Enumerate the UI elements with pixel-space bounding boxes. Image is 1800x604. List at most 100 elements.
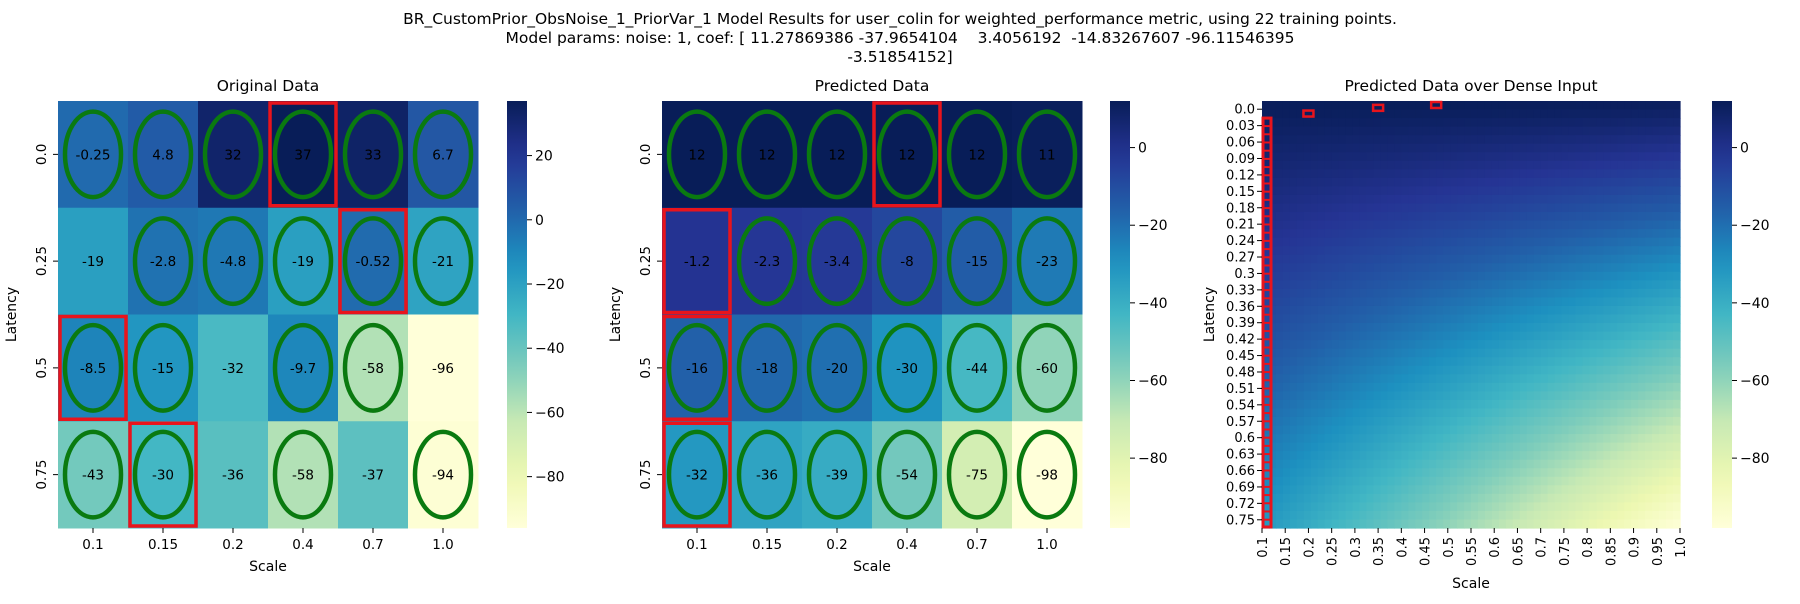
heatmap-cell xyxy=(1275,348,1284,358)
heatmap-cell xyxy=(1436,203,1444,213)
heatmap-cell xyxy=(1533,502,1542,512)
heatmap-cell xyxy=(1491,314,1500,324)
heatmap-cell xyxy=(1443,331,1451,341)
heatmap-cell xyxy=(1652,212,1660,222)
heatmap-cell xyxy=(1589,169,1597,179)
y-tick-label: 0.25 xyxy=(34,246,50,276)
heatmap-cell xyxy=(1450,229,1458,239)
heatmap-cell xyxy=(1624,220,1632,230)
heatmap-cell xyxy=(1380,459,1388,469)
heatmap-cell xyxy=(1638,169,1646,179)
heatmap-cell xyxy=(1589,280,1597,290)
heatmap-cell xyxy=(1359,408,1368,418)
heatmap-cell xyxy=(1589,348,1597,358)
heatmap-cell xyxy=(1491,280,1500,290)
heatmap-cell xyxy=(1652,476,1660,486)
heatmap-cell xyxy=(1359,126,1368,136)
heatmap-cell xyxy=(1317,459,1326,469)
heatmap-cell xyxy=(1666,288,1674,299)
heatmap-cell xyxy=(1310,297,1319,307)
heatmap-cell xyxy=(1345,476,1354,486)
heatmap-cell xyxy=(1526,288,1535,299)
heatmap-cell xyxy=(338,314,409,422)
heatmap-cell xyxy=(1491,109,1500,119)
heatmap-cell xyxy=(1498,118,1507,128)
heatmap-cell xyxy=(1268,135,1277,145)
heatmap-cell xyxy=(1519,476,1528,486)
heatmap-cell xyxy=(1366,391,1375,401)
heatmap-cell xyxy=(1652,451,1660,461)
heatmap-cell xyxy=(1526,160,1535,170)
heatmap-cell xyxy=(1303,485,1312,495)
heatmap-cell xyxy=(1638,323,1646,333)
heatmap-cell xyxy=(1561,434,1570,444)
heatmap-cell xyxy=(1366,280,1375,290)
heatmap-cell xyxy=(1338,476,1347,486)
heatmap-cell xyxy=(1324,323,1333,333)
heatmap-cells xyxy=(1262,101,1681,529)
heatmap-cell xyxy=(1464,468,1472,478)
cell-value-label: -37 xyxy=(362,468,384,484)
heatmap-cell xyxy=(1554,186,1563,196)
heatmap-cell xyxy=(1366,408,1375,418)
heatmap-cell xyxy=(1345,442,1354,452)
heatmap-cell xyxy=(1352,101,1361,111)
heatmap-cell xyxy=(1659,288,1667,299)
heatmap-cell xyxy=(1296,229,1305,239)
heatmap-cell xyxy=(1638,143,1646,153)
heatmap-cell xyxy=(1519,246,1528,256)
heatmap-cell xyxy=(1331,177,1340,187)
heatmap-cell xyxy=(1317,263,1326,273)
heatmap-cell xyxy=(1673,357,1681,367)
heatmap-cell xyxy=(1603,305,1611,316)
heatmap-cell xyxy=(1317,340,1326,350)
heatmap-cell xyxy=(1624,143,1632,153)
heatmap-cell xyxy=(1317,169,1326,179)
heatmap-cell xyxy=(1561,476,1570,486)
heatmap-cell xyxy=(1331,391,1340,401)
heatmap-cell xyxy=(1596,348,1604,358)
heatmap-cell xyxy=(1324,152,1333,162)
heatmap-cell xyxy=(1345,177,1354,187)
heatmap-cell xyxy=(1310,288,1319,299)
heatmap-cell xyxy=(1631,485,1639,495)
heatmap-cell xyxy=(1533,118,1542,128)
heatmap-cell xyxy=(1589,468,1597,478)
heatmap-cell xyxy=(1603,118,1611,128)
heatmap-cell xyxy=(1561,177,1570,187)
heatmap-cell xyxy=(1408,485,1416,495)
heatmap-cell xyxy=(1268,519,1277,529)
heatmap-cell xyxy=(1505,391,1514,401)
heatmap-cell xyxy=(1338,502,1347,512)
heatmap-cell xyxy=(1624,442,1632,452)
heatmap-cell xyxy=(1408,331,1416,341)
heatmap-cell xyxy=(1387,323,1395,333)
heatmap-cell xyxy=(1491,399,1500,410)
heatmap-cell xyxy=(1512,502,1521,512)
heatmap-cell xyxy=(1296,391,1305,401)
heatmap-cell xyxy=(1303,502,1312,512)
heatmap-cell xyxy=(1645,502,1653,512)
heatmap-cell xyxy=(1394,143,1402,153)
heatmap-cell xyxy=(942,207,1013,315)
heatmap-cell xyxy=(1310,135,1319,145)
heatmap-cell xyxy=(1575,280,1584,290)
heatmap-cell xyxy=(1638,288,1646,299)
heatmap-cell xyxy=(1303,160,1312,170)
heatmap-cell xyxy=(1491,126,1500,136)
heatmap-cell xyxy=(1617,194,1625,205)
heatmap-cell xyxy=(1317,288,1326,299)
figure-title-line-1: BR_CustomPrior_ObsNoise_1_PriorVar_1 Mod… xyxy=(403,10,1397,29)
heatmap-cell xyxy=(1673,118,1681,128)
heatmap-cell xyxy=(1631,331,1639,341)
heatmap-cell xyxy=(1610,365,1618,375)
heatmap-cell xyxy=(1645,135,1653,145)
heatmap-cell xyxy=(1443,365,1451,375)
heatmap-cell xyxy=(1450,510,1458,521)
heatmap-cell xyxy=(1617,135,1625,145)
heatmap-cell xyxy=(1652,177,1660,187)
heatmap-cell xyxy=(1610,135,1618,145)
heatmap-cell xyxy=(1464,451,1472,461)
heatmap-cell xyxy=(1296,203,1305,213)
heatmap-cell xyxy=(1303,425,1312,435)
